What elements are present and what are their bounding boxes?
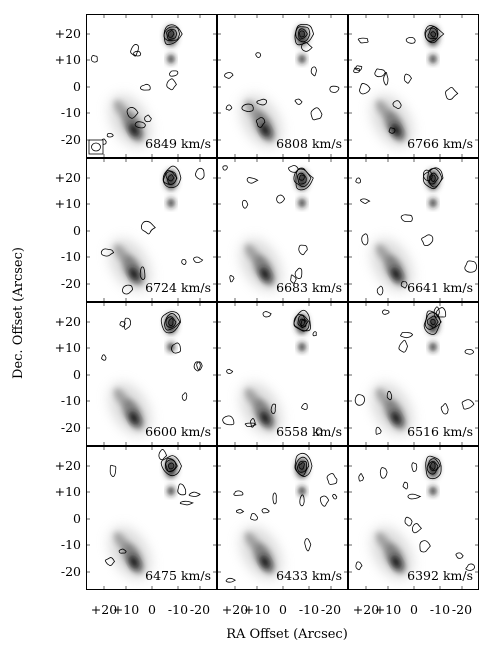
channel-panel: 6558 km/s — [217, 302, 348, 446]
greyscale-galaxy-image — [109, 314, 177, 435]
contours — [104, 449, 201, 566]
y-tick-label: +20 — [55, 458, 81, 473]
x-tick-label: +10 — [113, 602, 139, 617]
panel-frame — [86, 14, 217, 158]
panel-frame — [217, 14, 348, 158]
panel-frame — [217, 302, 348, 446]
y-tick-label: +20 — [55, 314, 81, 329]
y-tick-label: +10 — [55, 52, 81, 67]
velocity-label: 6558 km/s — [276, 424, 342, 439]
contours — [224, 24, 340, 128]
y-tick-label: +20 — [55, 26, 81, 41]
velocity-label: 6724 km/s — [145, 280, 211, 295]
channel-panel: 6475 km/s — [86, 446, 217, 590]
y-tick-label: +10 — [55, 340, 81, 355]
channel-panel: 6392 km/s — [348, 446, 479, 590]
channel-panel: 6766 km/s — [348, 14, 479, 158]
contours — [225, 452, 338, 583]
panel-frame — [348, 302, 479, 446]
contours — [355, 167, 478, 296]
x-tick-label: -20 — [321, 602, 341, 617]
x-tick-label: -20 — [190, 602, 210, 617]
velocity-label: 6392 km/s — [407, 568, 473, 583]
x-tick-label: -20 — [452, 602, 472, 617]
contours — [101, 311, 203, 401]
panel-frame — [217, 158, 348, 302]
contours — [222, 309, 323, 435]
channel-panel: 6808 km/s — [217, 14, 348, 158]
y-tick-label: -20 — [61, 564, 81, 579]
channel-panel: 6641 km/s — [348, 158, 479, 302]
velocity-label: 6808 km/s — [276, 136, 342, 151]
x-tick-label: +20 — [353, 602, 379, 617]
panel-frame — [86, 158, 217, 302]
greyscale-galaxy-image — [109, 26, 177, 147]
channel-panel: 6724 km/s — [86, 158, 217, 302]
y-tick-label: -10 — [61, 105, 81, 120]
contours — [354, 306, 475, 435]
y-tick-label: -20 — [61, 276, 81, 291]
panel-frame — [348, 158, 479, 302]
y-axis-label: Dec. Offset (Arcsec) — [11, 247, 26, 379]
x-tick-label: 0 — [410, 602, 418, 617]
y-tick-label: 0 — [73, 511, 81, 526]
greyscale-galaxy-image — [371, 170, 439, 291]
contours — [100, 165, 205, 295]
panel-frame — [86, 302, 217, 446]
beam-ellipse — [91, 142, 101, 152]
y-tick-label: 0 — [73, 223, 81, 238]
x-tick-label: -10 — [299, 602, 319, 617]
x-tick-label: -10 — [168, 602, 188, 617]
x-axis-label: RA Offset (Arcsec) — [226, 627, 348, 642]
velocity-label: 6766 km/s — [407, 136, 473, 151]
y-tick-label: -20 — [61, 132, 81, 147]
panel-frame — [348, 446, 479, 590]
channel-panel: 6600 km/s — [86, 302, 217, 446]
y-tick-labels: +20 +10 0 -10 -20 +20 +10 0 -10 -20 +20 +10 0 -10 -20 +… — [55, 26, 81, 579]
beam-box — [88, 139, 104, 155]
velocity-label: 6849 km/s — [145, 136, 211, 151]
contours — [355, 455, 476, 571]
panel-frame — [348, 14, 479, 158]
velocity-label: 6516 km/s — [407, 424, 473, 439]
velocity-label: 6475 km/s — [145, 568, 211, 583]
panel-frame — [86, 446, 217, 590]
x-tick-label: 0 — [148, 602, 156, 617]
y-tick-label: -20 — [61, 420, 81, 435]
x-tick-label: +20 — [222, 602, 248, 617]
channel-panel: 6433 km/s — [217, 446, 348, 590]
contours — [353, 25, 459, 134]
y-tick-label: +10 — [55, 484, 81, 499]
x-tick-labels: +20+10 0 -10 -20 +20+10 0 -10 -20 +20+10 0 -10 -20 — [91, 602, 472, 617]
y-tick-label: -10 — [61, 249, 81, 264]
x-tick-label: +10 — [244, 602, 270, 617]
y-tick-label: -10 — [61, 393, 81, 408]
y-tick-label: +10 — [55, 196, 81, 211]
y-tick-label: 0 — [73, 367, 81, 382]
velocity-label: 6641 km/s — [407, 280, 473, 295]
panels-layer: 6849 km/s 6808 km/s 6766 km/s 6724 km/s 6683… — [86, 14, 479, 590]
panel-frame — [217, 446, 348, 590]
contours — [222, 165, 314, 284]
channel-panel: 6516 km/s — [348, 302, 479, 446]
x-tick-label: +20 — [91, 602, 117, 617]
x-tick-label: +10 — [375, 602, 401, 617]
velocity-label: 6433 km/s — [276, 568, 342, 583]
y-tick-label: 0 — [73, 79, 81, 94]
y-tick-label: +20 — [55, 170, 81, 185]
greyscale-galaxy-image — [371, 26, 439, 147]
x-tick-label: 0 — [279, 602, 287, 617]
contours — [90, 24, 183, 145]
velocity-label: 6600 km/s — [145, 424, 211, 439]
velocity-label: 6683 km/s — [276, 280, 342, 295]
greyscale-galaxy-image — [109, 458, 177, 579]
channel-panel: 6849 km/s — [86, 14, 217, 158]
channel-panel: 6683 km/s — [217, 158, 348, 302]
x-tick-label: -10 — [430, 602, 450, 617]
y-tick-label: -10 — [61, 537, 81, 552]
